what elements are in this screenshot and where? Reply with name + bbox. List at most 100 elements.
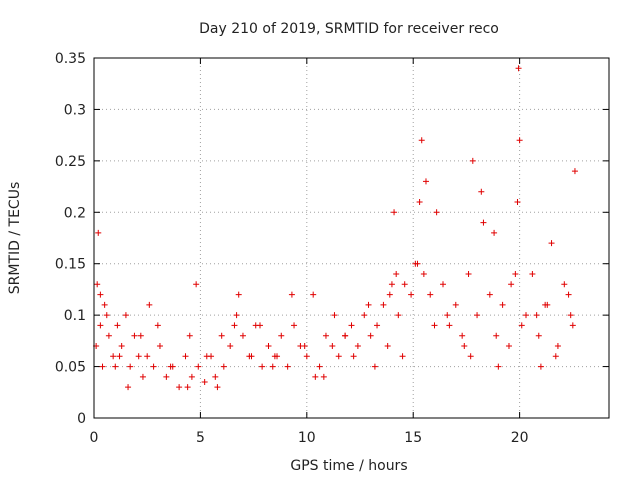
data-point xyxy=(218,332,225,339)
data-point xyxy=(391,209,398,216)
data-point xyxy=(316,363,323,370)
data-point xyxy=(110,353,117,360)
data-point xyxy=(348,322,355,329)
data-point xyxy=(433,209,440,216)
data-point xyxy=(365,301,372,308)
data-point xyxy=(112,363,119,370)
data-point xyxy=(139,373,146,380)
data-point xyxy=(265,343,272,349)
data-point xyxy=(544,301,551,308)
data-point xyxy=(103,312,110,319)
data-point xyxy=(320,373,327,380)
data-point xyxy=(97,322,104,329)
data-point xyxy=(367,332,374,339)
data-point xyxy=(486,291,493,298)
data-point xyxy=(469,157,476,164)
data-point xyxy=(554,343,561,349)
x-axis-label: GPS time / hours xyxy=(290,458,407,474)
data-point xyxy=(256,322,263,329)
data-point xyxy=(446,322,453,329)
x-tick-label: 10 xyxy=(298,430,316,446)
y-tick-label: 0.05 xyxy=(55,360,86,376)
y-tick-label: 0.25 xyxy=(55,154,86,170)
grid-lines xyxy=(94,58,609,418)
data-point xyxy=(386,291,393,298)
data-point xyxy=(465,271,472,277)
data-point xyxy=(95,229,102,236)
data-point xyxy=(214,384,221,391)
x-tick-label: 0 xyxy=(90,430,99,446)
data-point xyxy=(342,332,349,339)
y-tick-label: 0 xyxy=(77,411,86,427)
data-point xyxy=(384,343,391,349)
data-point xyxy=(571,168,578,175)
data-point xyxy=(512,271,519,277)
data-point xyxy=(182,353,189,360)
y-tick-label: 0.15 xyxy=(55,257,86,273)
data-point xyxy=(422,178,429,185)
data-point xyxy=(515,65,522,72)
data-point xyxy=(101,301,108,308)
x-tick-label: 5 xyxy=(196,430,205,446)
data-point xyxy=(303,353,310,360)
data-point xyxy=(354,343,361,349)
data-point xyxy=(278,332,285,339)
data-point xyxy=(444,312,451,319)
data-point xyxy=(331,312,338,319)
data-point xyxy=(99,363,106,370)
data-point xyxy=(231,322,238,329)
data-point xyxy=(310,291,317,298)
data-point xyxy=(125,384,132,391)
data-point xyxy=(416,199,423,205)
y-tick-label: 0.1 xyxy=(64,308,86,324)
data-point xyxy=(388,281,395,288)
data-point xyxy=(114,322,121,329)
data-point xyxy=(150,363,157,370)
y-axis-label: SRMTID / TECUs xyxy=(7,182,23,295)
data-point xyxy=(335,353,342,360)
data-point xyxy=(284,363,291,370)
data-point xyxy=(561,281,568,288)
data-point xyxy=(548,240,555,247)
data-point xyxy=(329,343,336,349)
data-point xyxy=(137,332,144,339)
data-point xyxy=(461,343,468,349)
data-point xyxy=(380,301,387,308)
data-point xyxy=(203,353,210,360)
chart-title: Day 210 of 2019, SRMTID for receiver rec… xyxy=(199,21,499,37)
data-point xyxy=(156,343,163,349)
data-point xyxy=(440,281,447,288)
y-tick-label: 0.3 xyxy=(64,102,86,118)
data-point xyxy=(184,384,191,391)
data-point xyxy=(361,312,368,319)
data-point xyxy=(393,271,400,277)
data-point xyxy=(201,379,208,385)
data-point xyxy=(288,291,295,298)
data-point xyxy=(176,384,183,391)
data-point xyxy=(188,373,195,380)
data-point xyxy=(505,343,512,349)
data-point xyxy=(491,229,498,236)
data-point xyxy=(516,137,523,144)
plot-frame xyxy=(93,57,610,419)
data-point xyxy=(186,332,193,339)
data-point xyxy=(371,363,378,370)
data-point xyxy=(248,353,255,360)
data-point xyxy=(259,363,266,370)
data-point xyxy=(274,353,281,360)
data-point xyxy=(233,312,240,319)
data-point xyxy=(301,343,308,349)
data-point xyxy=(144,353,151,360)
data-point xyxy=(529,271,536,277)
data-point xyxy=(322,332,329,339)
data-point xyxy=(269,363,276,370)
data-point xyxy=(401,281,408,288)
data-point xyxy=(131,332,138,339)
data-point xyxy=(146,301,153,308)
data-point xyxy=(518,322,525,329)
data-point xyxy=(408,291,415,298)
data-point xyxy=(312,373,319,380)
data-point xyxy=(567,312,574,319)
data-point xyxy=(565,291,572,298)
